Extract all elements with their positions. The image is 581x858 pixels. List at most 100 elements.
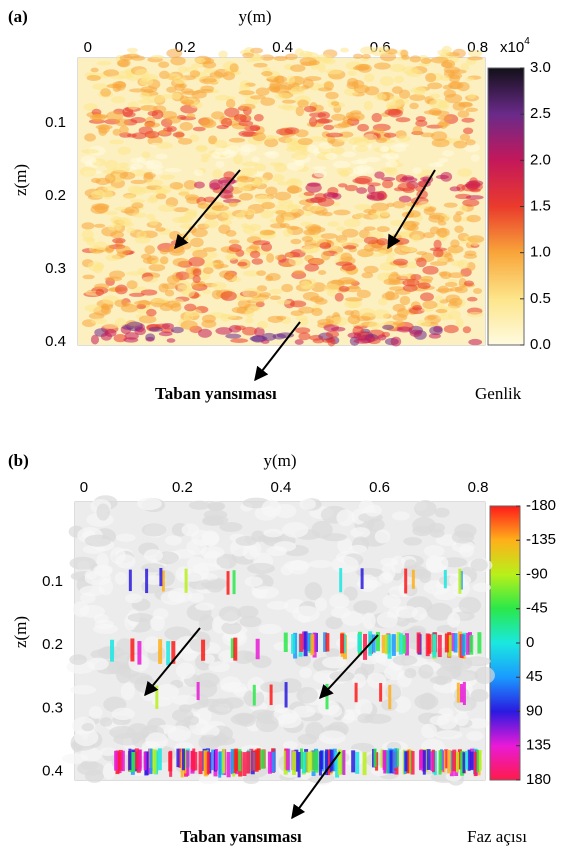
- texture: [166, 275, 180, 285]
- texture: [317, 197, 335, 207]
- texture: [193, 751, 198, 771]
- texture: [367, 184, 376, 194]
- texture: [317, 62, 326, 73]
- texture: [347, 70, 357, 76]
- texture: [184, 303, 197, 312]
- texture: [306, 144, 319, 153]
- texture: [144, 130, 160, 139]
- texture: [195, 146, 208, 151]
- texture: [378, 297, 388, 306]
- texture: [275, 214, 285, 224]
- texture: [96, 503, 110, 521]
- texture: [140, 289, 158, 296]
- texture: [186, 750, 190, 776]
- texture: [140, 253, 152, 260]
- texture: [350, 110, 362, 115]
- texture: [232, 570, 236, 595]
- texture: [335, 752, 340, 778]
- texture: [253, 62, 268, 68]
- texture: [325, 132, 344, 138]
- texture: [281, 99, 296, 104]
- texture: [255, 87, 270, 96]
- texture: [134, 300, 152, 306]
- texture: [146, 164, 164, 170]
- texture: [358, 307, 375, 318]
- texture: [309, 226, 326, 233]
- texture: [202, 654, 215, 664]
- texture: [130, 638, 135, 662]
- texture: [215, 327, 233, 335]
- texture: [181, 242, 192, 250]
- texture: [260, 749, 265, 769]
- texture: [466, 731, 484, 741]
- texture: [123, 194, 136, 200]
- texture: [309, 559, 333, 569]
- texture: [312, 632, 317, 658]
- texture: [433, 589, 458, 601]
- texture: [365, 156, 381, 163]
- texture: [323, 124, 335, 131]
- texture: [112, 128, 121, 136]
- texture: [467, 93, 476, 99]
- texture: [420, 132, 435, 138]
- texture: [430, 261, 448, 267]
- texture: [317, 700, 340, 716]
- texture: [318, 730, 346, 745]
- texture: [339, 170, 350, 178]
- texture: [180, 320, 198, 330]
- texture: [351, 238, 365, 243]
- texture: [80, 747, 102, 762]
- texture: [269, 684, 273, 706]
- texture: [96, 552, 109, 569]
- texture: [287, 204, 302, 209]
- texture: [143, 171, 156, 180]
- texture: [423, 110, 442, 115]
- texture: [434, 161, 444, 167]
- texture: [239, 615, 262, 628]
- texture: [378, 46, 390, 55]
- texture: [475, 750, 479, 773]
- texture: [378, 572, 394, 584]
- texture: [241, 161, 259, 167]
- texture: [261, 201, 276, 210]
- texture: [472, 582, 491, 593]
- texture: [277, 181, 289, 186]
- texture: [417, 282, 431, 289]
- texture: [211, 749, 216, 771]
- texture: [285, 252, 294, 258]
- texture: [298, 332, 311, 341]
- texture: [449, 297, 463, 306]
- texture: [226, 571, 230, 595]
- texture: [166, 641, 171, 666]
- texture: [401, 54, 410, 60]
- texture: [198, 751, 203, 775]
- texture: [188, 500, 211, 510]
- texture: [189, 70, 201, 78]
- texture: [398, 633, 403, 655]
- texture: [184, 194, 200, 201]
- texture: [138, 315, 157, 324]
- texture: [139, 77, 154, 86]
- texture: [292, 751, 297, 775]
- texture: [323, 283, 341, 293]
- texture: [111, 707, 135, 721]
- texture: [275, 210, 287, 215]
- texture: [192, 249, 208, 259]
- texture: [462, 326, 472, 334]
- texture: [299, 748, 303, 769]
- texture: [94, 283, 109, 290]
- texture: [453, 656, 473, 671]
- texture: [458, 568, 462, 594]
- texture: [238, 192, 254, 201]
- texture: [192, 748, 196, 771]
- texture: [410, 87, 427, 94]
- texture: [363, 100, 374, 111]
- texture: [386, 202, 395, 208]
- texture: [342, 151, 357, 158]
- texture: [211, 282, 227, 290]
- colorbar-tick-label: 45: [526, 668, 543, 685]
- texture: [211, 111, 225, 120]
- texture: [414, 500, 437, 518]
- texture: [342, 279, 359, 284]
- texture: [381, 635, 386, 654]
